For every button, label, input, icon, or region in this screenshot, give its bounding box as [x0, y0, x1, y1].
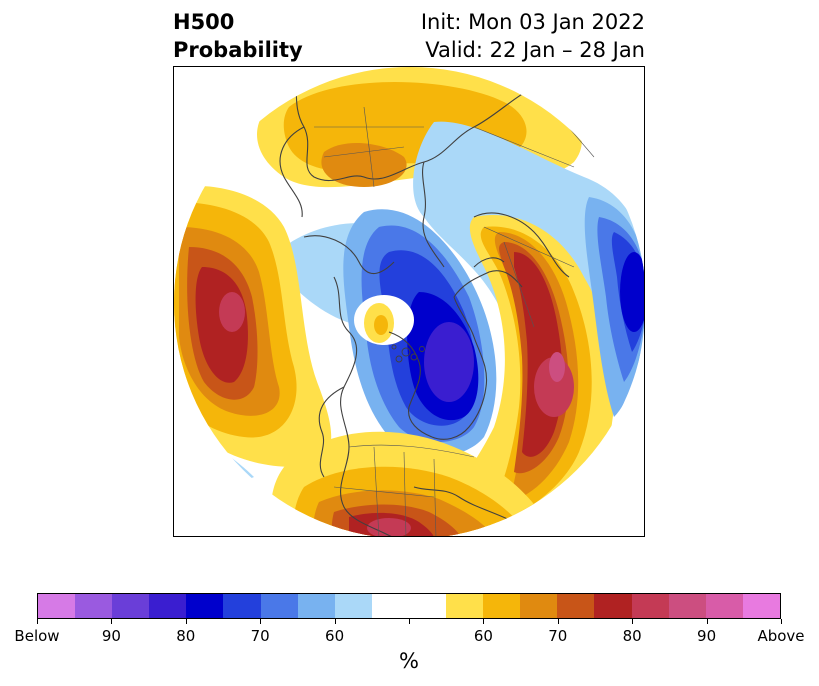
colorbar-tick-label: 60: [325, 627, 345, 645]
colorbar-unit-label: %: [399, 649, 419, 673]
colorbar-segment: [297, 594, 335, 618]
colorbar-segment: [112, 594, 150, 618]
colorbar-segment: [742, 594, 780, 618]
valid-range: Valid: 22 Jan – 28 Jan: [425, 38, 645, 62]
colorbar-segment: [520, 594, 558, 618]
colorbar-segment: [557, 594, 595, 618]
colorbar-segment: [260, 594, 298, 618]
colorbar-segment: [594, 594, 632, 618]
colorbar-segment: [446, 594, 484, 618]
title-product: Probability: [173, 38, 303, 62]
colorbar-tick: [632, 619, 633, 624]
ridge-arctic-small: [354, 295, 414, 345]
probability-map: [173, 66, 645, 537]
colorbar-tick: [558, 619, 559, 624]
ridge-western-north-america: [414, 215, 615, 536]
colorbar-tick: [483, 619, 484, 624]
colorbar-tick: [186, 619, 187, 624]
map-title: H500 Probability: [173, 8, 303, 64]
colorbar-segment: [186, 594, 224, 618]
colorbar-tick-label: 70: [250, 627, 270, 645]
colorbar-tick: [335, 619, 336, 624]
map-dates: Init: Mon 03 Jan 2022 Valid: 22 Jan – 28…: [421, 8, 645, 64]
colorbar-segment: [149, 594, 187, 618]
coastlines: [279, 67, 570, 536]
colorbar-tick-label: 90: [101, 627, 121, 645]
title-variable: H500: [173, 10, 235, 34]
probability-colorbar: [37, 593, 781, 619]
colorbar-segment: [483, 594, 521, 618]
colorbar-tick: [111, 619, 112, 624]
colorbar-tick-label: 80: [176, 627, 196, 645]
init-date: Init: Mon 03 Jan 2022: [420, 10, 645, 34]
colorbar-segment: [408, 594, 447, 618]
colorbar-segment: [371, 594, 409, 618]
colorbar-segment: [631, 594, 669, 618]
colorbar-tick: [409, 619, 410, 624]
colorbar-segment: [75, 594, 113, 618]
colorbar-segment: [334, 594, 372, 618]
colorbar-tick: [707, 619, 708, 624]
colorbar-tick-label: Above: [757, 627, 805, 645]
colorbar-segment: [705, 594, 743, 618]
colorbar-tick: [37, 619, 38, 624]
colorbar-segment: [38, 594, 76, 618]
map-canvas: [174, 67, 644, 536]
colorbar-tick-label: Below: [14, 627, 60, 645]
colorbar-tick-label: 70: [548, 627, 568, 645]
colorbar-segment: [223, 594, 261, 618]
trough-eastern-pacific: [584, 197, 644, 417]
trough-eastern-canada: [343, 209, 497, 456]
colorbar-tick: [260, 619, 261, 624]
probability-field: [174, 67, 644, 536]
colorbar-tick: [781, 619, 782, 624]
colorbar-tick-label: 90: [697, 627, 717, 645]
colorbar-tick-label: 80: [622, 627, 642, 645]
colorbar-tick-label: 60: [473, 627, 493, 645]
political-boundaries: [314, 86, 595, 536]
ridge-north-pacific: [174, 185, 332, 467]
colorbar-segment: [668, 594, 706, 618]
ridge-southeast-us: [271, 431, 554, 536]
